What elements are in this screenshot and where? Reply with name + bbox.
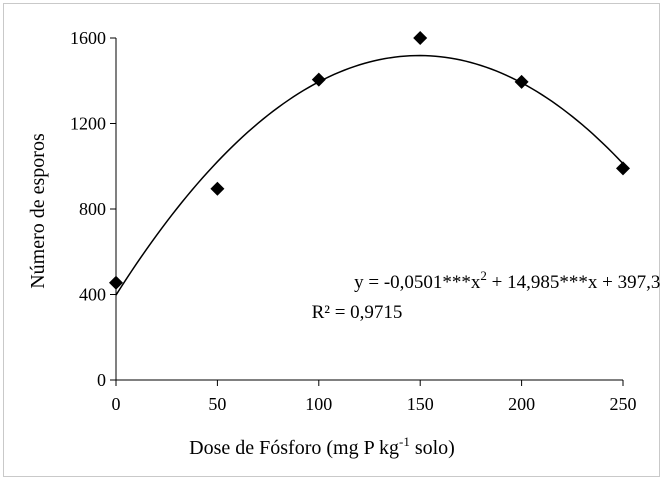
data-point-diamond (311, 72, 326, 87)
y-axis-title: Número de esporos (27, 133, 49, 289)
x-tick-label: 150 (407, 394, 434, 414)
axes (110, 37, 624, 386)
equation-annotation: y = -0,0501***x2 + 14,985***x + 397,37 (354, 268, 661, 293)
equation-superscript: 2 (480, 268, 487, 283)
trendline (115, 54, 624, 296)
y-tick-label: 1200 (70, 114, 106, 134)
x-axis-title-main: Dose de Fósforo (mg P kg (189, 437, 399, 459)
data-points (109, 31, 630, 290)
x-tick-label: 250 (610, 394, 637, 414)
chart-frame: 0 400 800 1200 1600 0 50 100 150 200 250 y = -0,05… (3, 3, 661, 477)
tick-labels: 0 400 800 1200 1600 0 50 100 150 200 250 (70, 28, 637, 414)
y-tick-label: 1600 (70, 28, 106, 48)
data-point-diamond (514, 74, 529, 89)
data-point-diamond (109, 275, 123, 290)
r-squared-annotation: R² = 0,9715 (312, 302, 403, 323)
y-tick-label: 0 (97, 370, 106, 390)
equation-main: y = -0,0501***x (354, 272, 481, 293)
trendline-group (115, 54, 624, 296)
x-tick-label: 200 (508, 394, 535, 414)
chart-canvas: 0 400 800 1200 1600 0 50 100 150 200 250 y = -0,05… (27, 28, 661, 459)
x-axis-title-end: solo) (410, 437, 455, 459)
data-point-diamond (616, 161, 630, 176)
x-tick-label: 0 (112, 394, 121, 414)
equation-rest: + 14,985***x + 397,37 (487, 272, 661, 293)
y-tick-label: 800 (79, 199, 106, 219)
data-point-diamond (210, 181, 225, 196)
x-tick-label: 50 (208, 394, 226, 414)
y-tick-label: 400 (79, 285, 106, 305)
data-point-diamond (413, 31, 428, 45)
x-axis-title: Dose de Fósforo (mg P kg-1 solo) (189, 434, 455, 459)
x-axis-title-superscript: -1 (399, 434, 410, 449)
x-tick-label: 100 (305, 394, 332, 414)
